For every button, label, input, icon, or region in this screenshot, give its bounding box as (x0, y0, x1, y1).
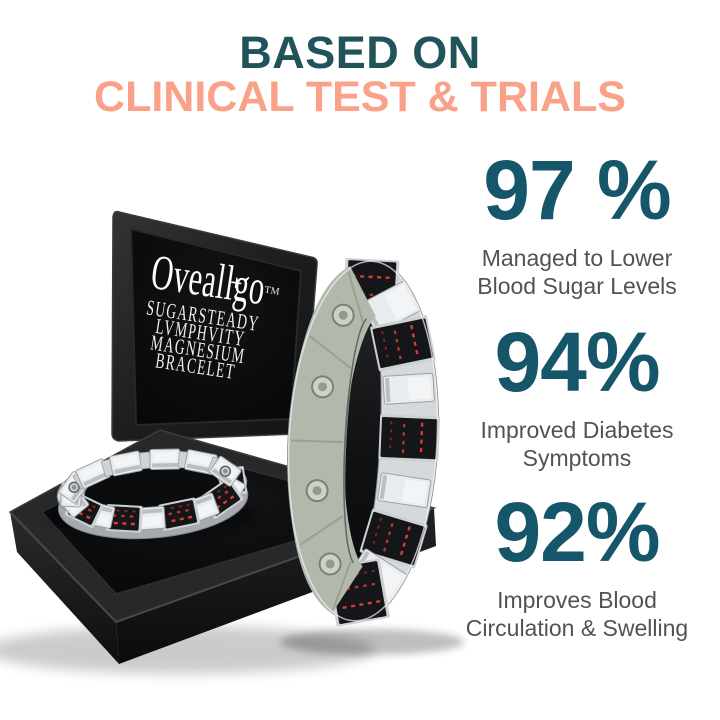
flat-bracelet (56, 448, 249, 540)
carbon-fiber-link (378, 413, 441, 463)
metal-link (382, 372, 435, 405)
headline-line2: CLINICAL TEST & TRIALS (94, 73, 626, 121)
stat-label: Improves Blood Circulation & Swelling (465, 587, 689, 641)
metal-link (109, 450, 143, 477)
carbon-fiber-link (105, 504, 143, 533)
carbon-fiber-link (370, 315, 436, 372)
stat-value: 97 % (483, 143, 671, 237)
carbon-fiber-link (359, 508, 428, 569)
headline: BASED ON CLINICAL TEST & TRIALS (0, 27, 720, 121)
sparkle-icon (231, 277, 242, 289)
inner-face-seams (290, 271, 364, 611)
magnet-studs (305, 303, 355, 576)
bracelet-shadow (280, 629, 464, 655)
jewelry-box-lid: Oveallgo TM SUGARSTEADY LVMPHVITY MAGNES… (111, 210, 318, 442)
stat-value: 94% (494, 315, 660, 409)
metal-link (377, 472, 432, 509)
stat-block-1: 97 % Managed to Lower Blood Sugar Levels (427, 146, 720, 300)
headline-line1: BASED ON (239, 27, 481, 78)
metal-link (137, 505, 166, 531)
stat-label: Managed to Lower Blood Sugar Levels (477, 245, 677, 299)
metal-link (139, 451, 152, 470)
stat-label: Improved Diabetes Symptoms (480, 417, 674, 471)
metal-link (209, 455, 242, 487)
stat-block-3: 92% Improves Blood Circulation & Swellin… (427, 488, 720, 642)
box-shadow (0, 626, 375, 674)
standing-bracelet (287, 257, 441, 627)
metal-link (149, 448, 181, 470)
stat-block-2: 94% Improved Diabetes Symptoms (427, 318, 720, 472)
stat-value: 92% (494, 485, 660, 579)
carbon-fiber-link (158, 497, 201, 531)
brand-trademark: TM (264, 285, 281, 298)
lid-text: Oveallgo TM SUGARSTEADY LVMPHVITY MAGNES… (145, 243, 281, 383)
